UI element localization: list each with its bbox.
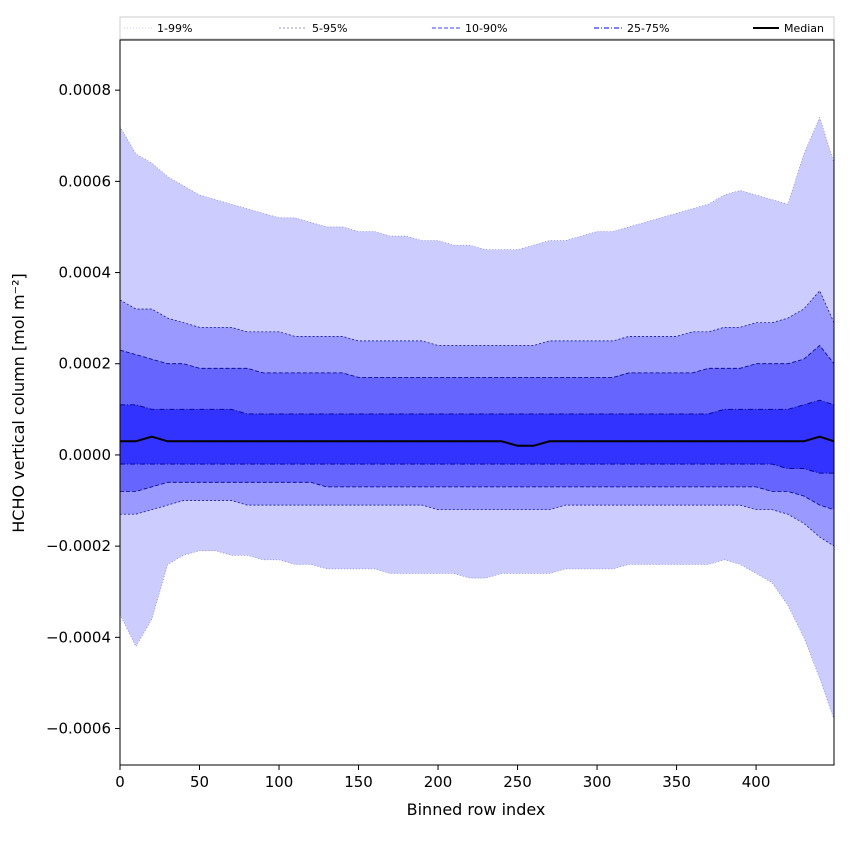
median-layer bbox=[120, 435, 834, 447]
median-point bbox=[612, 440, 614, 443]
median-point bbox=[453, 440, 455, 443]
median-point bbox=[405, 440, 408, 443]
band-edge-upper-5-95 bbox=[120, 290, 834, 346]
median-point bbox=[182, 440, 185, 443]
median-point bbox=[707, 440, 710, 443]
median-point bbox=[532, 445, 535, 447]
x-tick-label: 0 bbox=[115, 773, 125, 791]
x-tick-label: 350 bbox=[662, 773, 691, 791]
legend: 1-99% 5-95% 10-90% 25-75% Median bbox=[119, 16, 835, 40]
median-point bbox=[596, 440, 598, 443]
median-point bbox=[644, 440, 646, 443]
legend-label: 5-95% bbox=[312, 22, 347, 35]
median-point bbox=[739, 440, 741, 443]
y-axis: −0.0006 −0.0004 −0.0002 0.0000 0.0002 0.0004 0… bbox=[46, 81, 120, 738]
x-tick-label: 300 bbox=[583, 773, 612, 791]
median-point bbox=[500, 440, 503, 443]
median-point bbox=[659, 440, 662, 443]
x-tick-label: 200 bbox=[424, 773, 453, 791]
band-25-75 bbox=[120, 400, 834, 474]
x-tick-label: 100 bbox=[265, 773, 294, 791]
median-point bbox=[262, 440, 264, 443]
band-edge-lines bbox=[120, 116, 834, 720]
median-point bbox=[516, 445, 519, 447]
legend-label: Median bbox=[784, 22, 824, 35]
median-point bbox=[564, 440, 567, 443]
median-point bbox=[675, 440, 678, 443]
median-point bbox=[787, 440, 789, 443]
y-tick-label: 0.0008 bbox=[59, 81, 112, 99]
median-point bbox=[628, 440, 630, 443]
y-tick-label: −0.0004 bbox=[46, 628, 111, 646]
legend-label: 25-75% bbox=[627, 22, 669, 35]
median-point bbox=[135, 440, 137, 443]
y-axis-label: HCHO vertical column [mol m⁻²] bbox=[9, 273, 28, 532]
band-edge-lower-10-90 bbox=[120, 481, 834, 511]
band-edge-upper-10-90 bbox=[120, 344, 834, 378]
x-tick-label: 250 bbox=[503, 773, 532, 791]
y-tick-label: −0.0006 bbox=[46, 720, 111, 738]
x-tick-label: 400 bbox=[742, 773, 771, 791]
y-tick-label: 0.0002 bbox=[59, 355, 112, 373]
median-point bbox=[166, 440, 169, 443]
legend-label: 10-90% bbox=[465, 22, 507, 35]
median-point bbox=[230, 440, 233, 443]
median-point bbox=[548, 440, 551, 443]
median-point bbox=[755, 440, 757, 443]
median-point bbox=[771, 440, 773, 443]
x-axis-label: Binned row index bbox=[407, 800, 546, 819]
percentile-bands bbox=[120, 117, 834, 720]
legend-label: 1-99% bbox=[157, 22, 192, 35]
median-point bbox=[818, 435, 821, 438]
median-point bbox=[246, 440, 248, 443]
median-point bbox=[151, 435, 153, 438]
median-point bbox=[198, 440, 201, 443]
median-line bbox=[120, 435, 834, 447]
median-point bbox=[357, 440, 360, 443]
band-edge-lower-25-75 bbox=[120, 463, 834, 474]
median-point bbox=[421, 440, 423, 443]
median-point bbox=[691, 440, 694, 443]
median-point bbox=[580, 440, 582, 443]
y-tick-label: 0.0000 bbox=[59, 446, 112, 464]
median-point bbox=[214, 440, 217, 443]
y-tick-label: −0.0002 bbox=[46, 537, 111, 555]
band-edge-upper-1-99 bbox=[120, 116, 834, 250]
plot-frame bbox=[119, 39, 835, 766]
median-point bbox=[294, 440, 296, 443]
x-tick-label: 50 bbox=[190, 773, 209, 791]
band-edge-upper-25-75 bbox=[120, 399, 834, 415]
band-edge-lower-1-99 bbox=[120, 550, 834, 720]
median-point bbox=[484, 440, 487, 443]
median-point bbox=[373, 440, 376, 443]
median-point bbox=[310, 440, 312, 443]
x-axis: 0 50 100 150 200 250 300 350 400 bbox=[115, 765, 770, 791]
x-tick-label: 150 bbox=[344, 773, 373, 791]
y-tick-label: 0.0006 bbox=[59, 172, 112, 190]
median-point bbox=[341, 440, 344, 443]
y-tick-label: 0.0004 bbox=[59, 264, 112, 282]
legend-frame bbox=[119, 16, 835, 40]
median-point bbox=[469, 440, 471, 443]
band-edge-lower-5-95 bbox=[120, 500, 834, 547]
median-point bbox=[437, 440, 439, 443]
median-point bbox=[389, 440, 392, 443]
median-point bbox=[325, 440, 328, 443]
median-point bbox=[723, 440, 726, 443]
median-point bbox=[803, 440, 805, 443]
median-point bbox=[278, 440, 280, 443]
